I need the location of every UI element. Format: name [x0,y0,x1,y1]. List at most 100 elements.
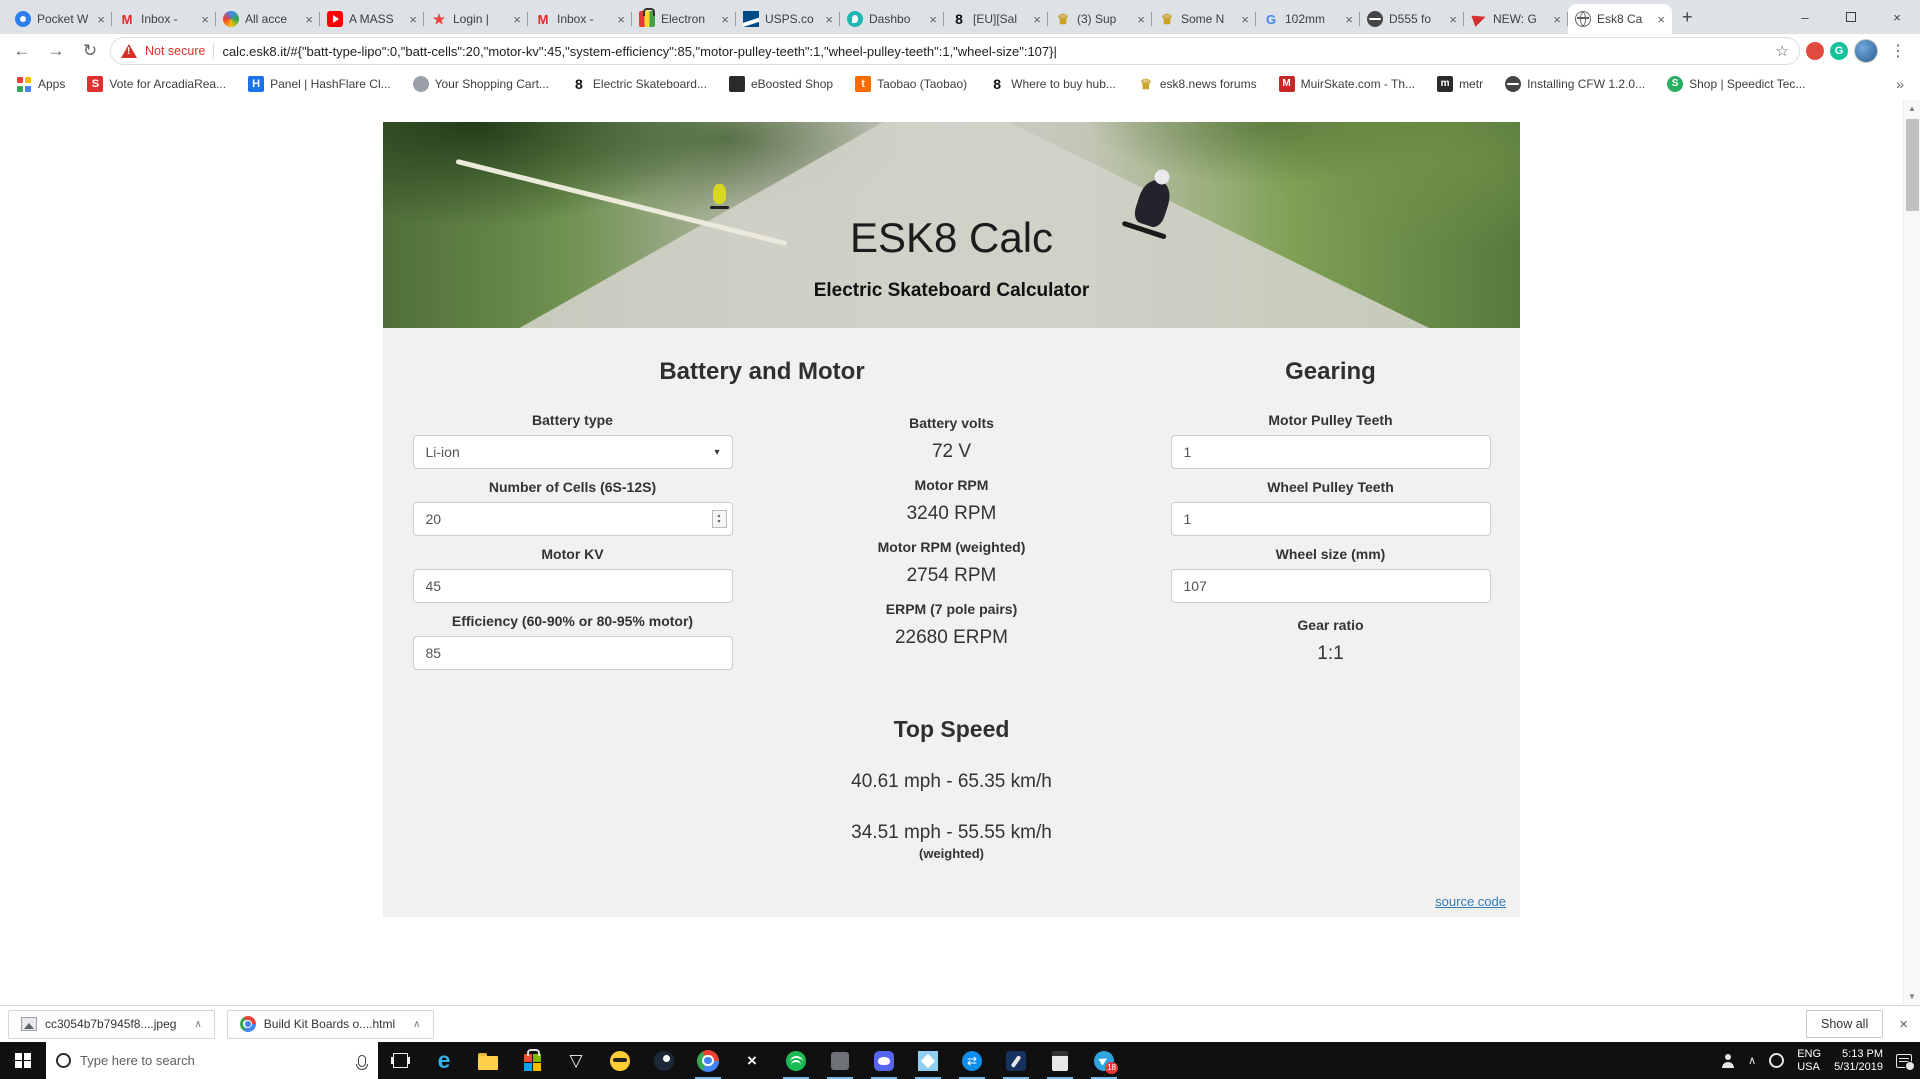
battery-type-select[interactable]: Li-ion ▾ [412,435,733,469]
taskbar-triangle-app-button[interactable]: ▽ [554,1042,598,1079]
taskbar-chrome-button[interactable] [686,1042,730,1079]
bookmark-muirskate[interactable]: M MuirSkate.com - Th... [1278,76,1415,92]
taskbar-photos-button[interactable] [906,1042,950,1079]
tab-some-news[interactable]: ♛ Some N × [1152,4,1256,34]
bookmark-hub-motors[interactable]: 8 Where to buy hub... [989,76,1116,92]
tab-close-icon[interactable]: × [1241,11,1249,27]
task-view-button[interactable] [378,1042,422,1079]
taskbar-smiley-app-button[interactable] [598,1042,642,1079]
window-restore-button[interactable] [1828,0,1874,34]
tab-close-icon[interactable]: × [825,11,833,27]
tab-close-icon[interactable]: × [513,11,521,27]
bookmark-star-icon[interactable]: ☆ [1775,43,1789,60]
tab-gmail-1[interactable]: M Inbox - × [112,4,216,34]
tab-sup-forum[interactable]: ♛ (3) Sup × [1048,4,1152,34]
download-menu-caret-icon[interactable]: ∧ [194,1018,202,1030]
action-center-icon[interactable] [1896,1053,1915,1071]
taskbar-calculator-button[interactable] [1038,1042,1082,1079]
wheel-pulley-input[interactable] [1170,502,1491,536]
bookmark-hashflare[interactable]: H Panel | HashFlare Cl... [248,76,391,92]
bookmark-metr[interactable]: m metr [1437,76,1483,92]
tab-close-icon[interactable]: × [1553,11,1561,27]
bookmark-eboosted[interactable]: eBoosted Shop [728,76,833,92]
window-minimize-button[interactable]: – [1801,9,1809,25]
tab-close-icon[interactable]: × [97,11,105,27]
scrollbar-down-icon[interactable]: ▼ [1908,992,1916,1001]
tab-d555[interactable]: D555 fo × [1360,4,1464,34]
taskbar-spotify-button[interactable] [774,1042,818,1079]
tab-close-icon[interactable]: × [201,11,209,27]
taskbar-steam-button[interactable] [642,1042,686,1079]
taskbar-explorer-button[interactable] [466,1042,510,1079]
browser-menu-icon[interactable]: ⋮ [1890,43,1906,60]
tab-pocket[interactable]: Pocket W × [8,4,112,34]
taskbar-search-box[interactable]: Type here to search [46,1042,378,1079]
bookmark-cfw[interactable]: Installing CFW 1.2.0... [1505,76,1645,92]
window-close-button[interactable]: × [1893,9,1901,25]
bookmark-arcadia[interactable]: S Vote for ArcadiaRea... [87,76,226,92]
motor-kv-input[interactable] [412,569,733,603]
taskbar-discord-button[interactable] [862,1042,906,1079]
adblock-extension-icon[interactable] [1806,42,1824,60]
motor-pulley-input[interactable] [1170,435,1491,469]
clock[interactable]: 5:13 PM 5/31/2019 [1834,1048,1883,1074]
taskbar-metr-button[interactable] [818,1042,862,1079]
download-menu-caret-icon[interactable]: ∧ [413,1018,421,1030]
tab-new-g[interactable]: NEW: G × [1464,4,1568,34]
new-tab-button[interactable]: + [1682,7,1693,27]
start-button[interactable] [0,1042,46,1079]
tab-usps[interactable]: USPS.co × [736,4,840,34]
tab-eu-sale[interactable]: 8 [EU][Sal × [944,4,1048,34]
tab-close-icon[interactable]: × [409,11,417,27]
taskbar-edge-button[interactable]: e [422,1042,466,1079]
back-button[interactable]: ← [13,41,31,60]
download-item-html[interactable]: Build Kit Boards o....html ∧ [226,1009,434,1039]
tab-close-icon[interactable]: × [1033,11,1041,27]
taskbar-store-button[interactable] [510,1042,554,1079]
not-secure-label[interactable]: Not secure [145,44,206,58]
profile-avatar[interactable] [1854,39,1878,63]
tab-all-access[interactable]: All acce × [216,4,320,34]
tab-close-icon[interactable]: × [929,11,937,27]
tab-google-search[interactable]: G 102mm × [1256,4,1360,34]
microphone-icon[interactable] [356,1054,368,1070]
tab-youtube[interactable]: A MASS × [320,4,424,34]
tab-close-icon[interactable]: × [305,11,313,27]
grammarly-extension-icon[interactable]: G [1830,42,1848,60]
tab-gmail-2[interactable]: M Inbox - × [528,4,632,34]
wheel-size-input[interactable] [1170,569,1491,603]
source-code-link[interactable]: source code [1435,894,1506,909]
scrollbar-up-icon[interactable]: ▲ [1908,104,1916,113]
tray-expand-caret-icon[interactable]: ∧ [1748,1055,1757,1067]
url-text[interactable]: calc.esk8.it/#{"batt-type-lipo":0,"batt-… [222,43,1057,59]
reload-button[interactable]: ↻ [82,41,98,60]
bookmark-taobao[interactable]: t Taobao (Taobao) [855,76,967,92]
efficiency-input[interactable] [412,636,733,670]
language-indicator[interactable]: ENG USA [1797,1047,1822,1073]
tab-dashboard[interactable]: Dashbo × [840,4,944,34]
bookmark-electric-skateboard[interactable]: 8 Electric Skateboard... [571,76,707,92]
apps-shortcut[interactable]: Apps [16,76,65,92]
taskbar-x-app-button[interactable]: × [730,1042,774,1079]
tab-close-icon[interactable]: × [721,11,729,27]
cells-input[interactable] [412,502,733,536]
tray-app-icon[interactable] [1769,1053,1785,1068]
taskbar-telegram-button[interactable]: ▶ 18 [1082,1042,1126,1079]
tab-esk8-calc-active[interactable]: Esk8 Ca × [1568,4,1672,34]
tab-login[interactable]: ★ Login | × [424,4,528,34]
tab-close-icon[interactable]: × [1449,11,1457,27]
bookmark-speedict[interactable]: S Shop | Speedict Tec... [1667,76,1805,92]
taskbar-teamviewer-button[interactable]: ⇄ [950,1042,994,1079]
tab-close-icon[interactable]: × [1657,11,1665,27]
taskbar-drawboard-button[interactable] [994,1042,1038,1079]
number-spinner-icon[interactable]: ▲ ▼ [711,510,727,528]
address-bar[interactable]: ! Not secure calc.esk8.it/#{"batt-type-l… [110,37,1800,65]
people-tray-icon[interactable] [1721,1053,1735,1068]
bookmark-esk8-news[interactable]: ♛ esk8.news forums [1138,76,1257,92]
page-scrollbar[interactable]: ▲ ▼ [1903,100,1920,1005]
tab-close-icon[interactable]: × [1345,11,1353,27]
show-all-downloads-button[interactable]: Show all [1805,1010,1884,1038]
tab-electron[interactable]: Electron × [632,4,736,34]
downloads-bar-close-icon[interactable]: × [1899,1015,1908,1033]
download-item-jpeg[interactable]: cc3054b7b7945f8....jpeg ∧ [8,1009,215,1039]
